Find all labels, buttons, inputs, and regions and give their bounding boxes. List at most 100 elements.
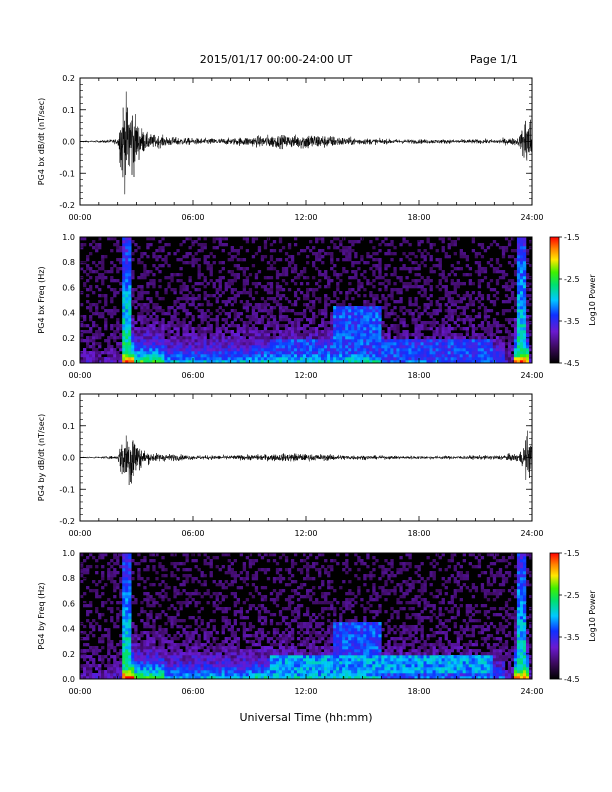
spectrogram-cell xyxy=(188,616,192,620)
spectrogram-cell xyxy=(378,258,382,262)
spectrogram-cell xyxy=(203,628,207,632)
spectrogram-cell xyxy=(348,321,352,325)
spectrogram-cell xyxy=(128,622,132,626)
spectrogram-cell xyxy=(495,351,500,355)
spectrogram-cell xyxy=(95,324,99,328)
spectrogram-cell xyxy=(173,643,177,647)
spectrogram-cell xyxy=(140,321,144,325)
spectrogram-cell xyxy=(516,342,521,346)
spectrogram-cell xyxy=(167,652,171,656)
spectrogram-cell xyxy=(411,348,415,352)
spectrogram-cell xyxy=(161,345,165,349)
spectrogram-cell xyxy=(125,622,129,626)
spectrogram-cell xyxy=(128,315,132,319)
spectrogram-cell xyxy=(447,255,451,259)
spectrogram-cell xyxy=(134,598,138,602)
spectrogram-cell xyxy=(164,574,168,578)
spectrogram-cell xyxy=(411,252,415,256)
spectrogram-cell xyxy=(260,357,265,361)
spectrogram-cell xyxy=(519,321,524,325)
spectrogram-cell xyxy=(441,249,445,253)
spectrogram-cell xyxy=(125,312,129,316)
spectrogram-cell xyxy=(287,309,292,313)
spectrogram-cell xyxy=(128,661,132,665)
spectrogram-cell xyxy=(426,321,430,325)
spectrogram-cell xyxy=(251,315,256,319)
spectrogram-cell xyxy=(312,246,316,250)
spectrogram-cell xyxy=(197,652,201,656)
spectrogram-cell xyxy=(239,318,244,322)
spectrogram-cell xyxy=(324,252,328,256)
spectrogram-cell xyxy=(161,333,165,337)
spectrogram-cell xyxy=(336,237,340,241)
spectrogram-cell xyxy=(477,270,482,274)
spectrogram-cell xyxy=(372,309,376,313)
spectrogram-cell xyxy=(212,345,216,349)
spectrogram-cell xyxy=(155,303,159,307)
spectrogram-cell xyxy=(495,330,500,334)
spectrogram-cell xyxy=(351,264,355,268)
spectrogram-cell xyxy=(519,273,524,277)
spectrogram-cell xyxy=(522,339,527,343)
spectrogram-cell xyxy=(257,348,262,352)
spectrogram-cell xyxy=(369,240,373,244)
spectrogram-cell xyxy=(390,324,394,328)
spectrogram-cell xyxy=(86,619,90,623)
spectrogram-cell xyxy=(206,357,210,361)
spectrogram-cell xyxy=(242,291,247,295)
spectrogram-cell xyxy=(128,342,132,346)
spectrogram-cell xyxy=(110,616,114,620)
spectrogram-cell xyxy=(327,321,331,325)
spectrogram-cell xyxy=(122,267,126,271)
spectrogram-cell xyxy=(417,351,421,355)
spectrogram-cell xyxy=(173,562,177,566)
spectrogram-cell xyxy=(128,303,132,307)
spectrogram-cell xyxy=(302,276,307,280)
spectrogram-cell xyxy=(441,330,445,334)
spectrogram-cell xyxy=(176,658,180,662)
spectrogram-cell xyxy=(405,285,409,289)
spectrogram-cell xyxy=(393,357,397,361)
spectrogram-cell xyxy=(218,240,222,244)
spectrogram-cell xyxy=(122,601,126,605)
colorbar-label: Log10 Power xyxy=(588,274,597,326)
spectrogram-cell xyxy=(212,637,216,641)
spectrogram-cell xyxy=(486,345,491,349)
spectrogram-cell xyxy=(101,267,105,271)
spectrogram-cell xyxy=(513,261,518,265)
spectrogram-cell xyxy=(146,664,150,668)
spectrogram-cell xyxy=(405,282,409,286)
spectrogram-cell xyxy=(348,246,352,250)
spectrogram-cell xyxy=(89,243,93,247)
spectrogram-cell xyxy=(164,592,168,596)
spectrogram-cell xyxy=(471,237,476,241)
y-tick-label: -0.2 xyxy=(59,201,75,210)
spectrogram-cell xyxy=(188,297,192,301)
spectrogram-cell xyxy=(185,658,189,662)
spectrogram-cell xyxy=(396,342,400,346)
spectrogram-cell xyxy=(158,264,162,268)
spectrogram-cell xyxy=(167,598,171,602)
spectrogram-cell xyxy=(107,351,111,355)
spectrogram-cell xyxy=(236,312,240,316)
spectrogram-cell xyxy=(396,300,400,304)
spectrogram-cell xyxy=(128,577,132,581)
spectrogram-cell xyxy=(498,270,503,274)
spectrogram-cell xyxy=(363,354,367,358)
spectrogram-cell xyxy=(185,360,189,364)
spectrogram-cell xyxy=(525,321,530,325)
spectrogram-cell xyxy=(203,664,207,668)
spectrogram-cell xyxy=(263,330,268,334)
spectrogram-cell xyxy=(447,330,451,334)
spectrogram-cell xyxy=(309,336,313,340)
spectrogram-cell xyxy=(119,327,123,331)
spectrogram-cell xyxy=(176,312,180,316)
spectrogram-cell xyxy=(98,673,102,677)
spectrogram-cell xyxy=(119,357,123,361)
spectrogram-cell xyxy=(504,342,509,346)
spectrogram-cell xyxy=(83,318,87,322)
spectrogram-cell xyxy=(83,643,87,647)
x-tick-label: 06:00 xyxy=(181,213,204,222)
spectrogram-cell xyxy=(245,324,250,328)
spectrogram-cell xyxy=(143,252,147,256)
